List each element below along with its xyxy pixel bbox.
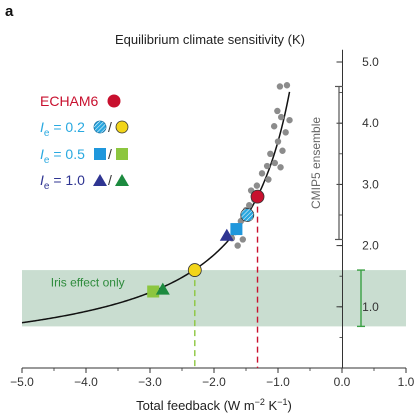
legend-ie-value: 1.0: [65, 172, 85, 188]
marker-triangle: [219, 228, 234, 241]
legend-slash: /: [108, 146, 112, 162]
y-tick-label: 3.0: [362, 177, 379, 191]
legend-ie-sub: e: [44, 155, 50, 166]
legend: ECHAM6 Ie = 0.2 / Ie = 0.5 / Ie = 1.0 /: [40, 93, 129, 192]
legend-eq: =: [49, 146, 65, 162]
legend-ie-letter: I: [40, 119, 44, 135]
legend-slash: /: [108, 119, 112, 135]
xlabel-sup2: −1: [277, 397, 287, 407]
y-tick-label: 4.0: [362, 116, 379, 130]
legend-row-ie02: Ie = 0.2: [40, 119, 85, 139]
cmip5-point: [263, 162, 271, 170]
legend-ie-value: 0.5: [65, 146, 85, 162]
marker-circle: [250, 189, 265, 204]
legend-ie05-green-square-marker: [116, 148, 128, 160]
model-markers: [147, 189, 265, 298]
xlabel-sup1: −2: [255, 397, 265, 407]
legend-row-ie10: Ie = 1.0: [40, 172, 85, 192]
cmip5-point: [253, 182, 261, 189]
legend-ie-sub: e: [44, 181, 50, 192]
legend-ie10-navy-triangle-marker: [93, 174, 107, 186]
xlabel-mid: K: [265, 398, 278, 413]
legend-ie10-green-triangle-marker: [115, 174, 129, 186]
cmip5-point: [246, 202, 253, 209]
x-tick-label: −5.0: [10, 375, 34, 389]
cmip5-point: [278, 113, 285, 121]
marker-triangle: [155, 282, 170, 295]
cmip5-point: [279, 147, 286, 154]
legend-ie-sub: e: [44, 128, 50, 139]
marker-circle-hatch: [240, 208, 254, 222]
cmip5-point: [282, 129, 289, 136]
legend-ie02-hatch-overlay: [94, 121, 106, 133]
y-tick-label: 5.0: [362, 55, 379, 69]
x-tick-label: 0.0: [334, 375, 351, 389]
x-tick-label: −3.0: [138, 375, 162, 389]
legend-ie-letter: I: [40, 172, 44, 188]
cmip5-point: [274, 138, 282, 145]
cmip5-point: [283, 82, 291, 89]
cmip5-point: [277, 164, 284, 171]
x-tick-label: −4.0: [74, 375, 98, 389]
x-tick-label: −2.0: [202, 375, 226, 389]
cmip5-point: [270, 123, 278, 130]
iris-effect-label: Iris effect only: [51, 276, 125, 290]
chart-title: Equilibrium climate sensitivity (K): [115, 32, 305, 47]
legend-ie-value: 0.2: [65, 119, 85, 135]
legend-eq: =: [49, 119, 65, 135]
cmip5-point: [258, 170, 266, 177]
x-tick-label: 1.0: [398, 375, 415, 389]
xlabel-end: ): [287, 398, 291, 413]
x-axis-label: Total feedback (W m−2 K−1): [136, 397, 292, 413]
dashed-lines: [194, 196, 259, 368]
legend-row-ie05: Ie = 0.5: [40, 146, 85, 166]
cmip5-point: [267, 150, 274, 157]
legend-ie-letter: I: [40, 146, 44, 162]
cmip5-point: [271, 159, 278, 167]
cmip5-point: [286, 116, 293, 124]
cmip5-point: [265, 176, 272, 183]
y-tick-label: 1.0: [362, 300, 379, 314]
cmip5-point: [234, 242, 241, 249]
panel-label: a: [5, 3, 14, 20]
x-tick-label: −1.0: [266, 375, 290, 389]
legend-ie02-yellow-circle-marker: [115, 120, 129, 134]
marker-circle: [187, 263, 202, 277]
legend-echam6-marker: [107, 94, 121, 108]
marker-square: [147, 285, 160, 298]
xlabel-main: Total feedback (W m: [136, 398, 255, 413]
legend-slash: /: [108, 172, 112, 188]
cmip5-point: [276, 83, 284, 90]
cmip5-point: [274, 107, 281, 115]
legend-eq: =: [49, 172, 65, 188]
cmip5-point: [239, 236, 246, 243]
cmip5-range-label: CMIP5 ensemble: [309, 117, 323, 209]
y-tick-label: 2.0: [362, 239, 379, 253]
axes: −5.0 −4.0 −3.0 −2.0 −1.0 0.0 1.0 1.0 2.0 3.0 4.0 5.…: [10, 49, 415, 389]
legend-title-echam6: ECHAM6: [40, 93, 99, 109]
legend-ie05-blue-square-marker: [94, 148, 106, 160]
marker-square: [230, 223, 243, 236]
cmip5-points: [228, 82, 293, 249]
